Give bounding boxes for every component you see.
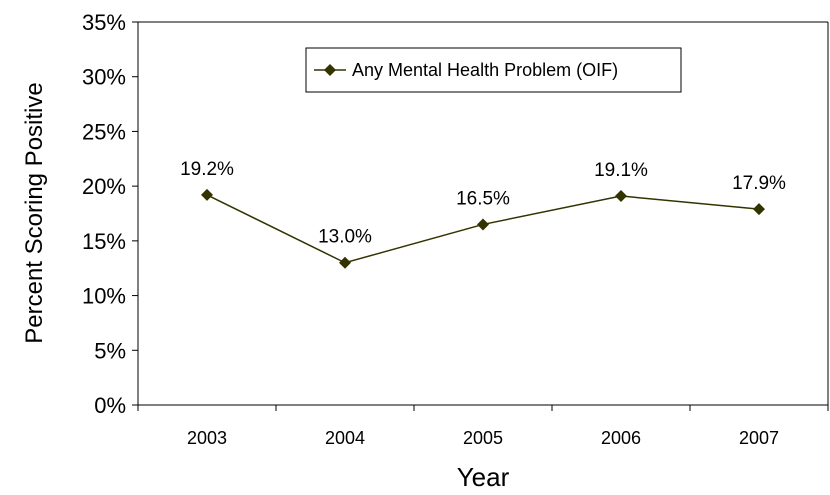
y-tick-label: 35%	[82, 10, 126, 35]
data-point-marker	[201, 188, 213, 201]
x-tick-label: 2007	[739, 428, 779, 448]
data-point-marker	[339, 256, 351, 269]
y-tick-label: 0%	[94, 393, 126, 418]
legend-box	[305, 47, 682, 93]
y-tick-label: 5%	[94, 338, 126, 363]
y-tick-label: 20%	[82, 174, 126, 199]
data-label: 13.0%	[318, 227, 372, 248]
y-tick-label: 10%	[82, 284, 126, 309]
data-label: 16.5%	[456, 188, 510, 209]
y-axis-ticks: 0% 5% 10% 15% 20% 25% 30% 35%	[82, 10, 138, 418]
data-point-marker	[477, 218, 489, 231]
x-tick-label: 2005	[463, 428, 503, 448]
x-tick-label: 2003	[187, 428, 227, 448]
data-label: 19.2%	[180, 159, 234, 180]
y-tick-label: 25%	[82, 119, 126, 144]
legend-label: Any Mental Health Problem (OIF)	[352, 60, 618, 80]
y-axis-title: Percent Scoring Positive	[21, 82, 48, 343]
series-group: 19.2% 13.0% 16.5% 19.1% 17.9%	[180, 159, 786, 269]
x-axis-ticks: 2003 2004 2005 2006 2007	[137, 405, 829, 448]
data-point-marker	[615, 189, 627, 202]
data-label: 17.9%	[732, 173, 786, 194]
data-point-marker	[753, 203, 765, 216]
legend-marker-icon	[324, 64, 336, 76]
y-tick-label: 15%	[82, 229, 126, 254]
x-axis-title: Year	[457, 462, 510, 492]
y-tick-label: 30%	[82, 65, 126, 90]
data-label: 19.1%	[594, 160, 648, 181]
x-tick-label: 2006	[601, 428, 641, 448]
x-tick-label: 2004	[325, 428, 365, 448]
legend: Any Mental Health Problem (OIF)	[305, 47, 682, 93]
